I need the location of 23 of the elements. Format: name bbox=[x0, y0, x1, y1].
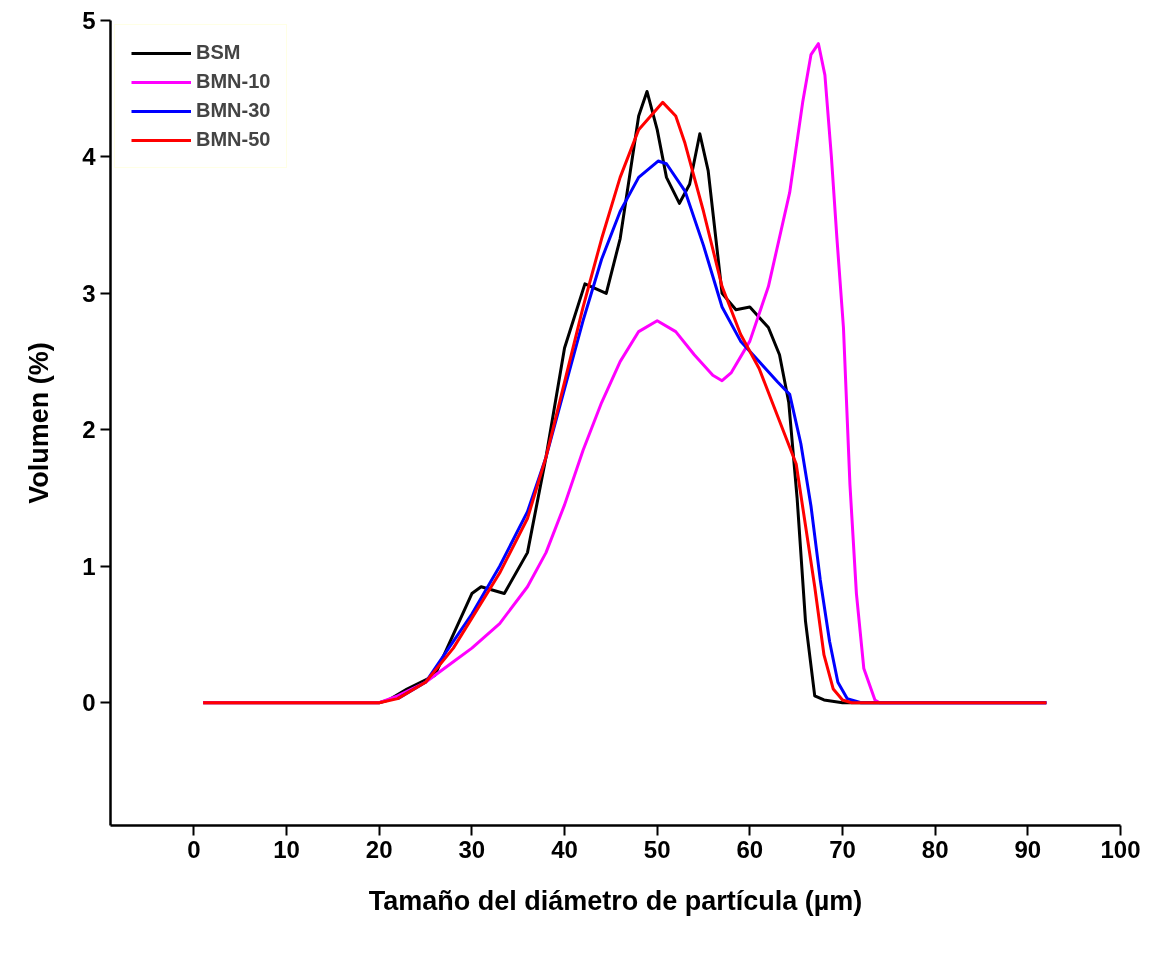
x-tick-label: 90 bbox=[1014, 835, 1042, 863]
y-tick-label: 1 bbox=[82, 552, 96, 580]
x-tick-label: 30 bbox=[458, 835, 486, 863]
legend-label: BSM bbox=[196, 41, 241, 64]
legend-label: BMN-30 bbox=[196, 99, 271, 122]
legend-label: BMN-50 bbox=[196, 128, 271, 151]
y-tick-label: 2 bbox=[82, 416, 96, 444]
x-tick-label: 0 bbox=[187, 835, 201, 863]
x-tick-label: 20 bbox=[365, 835, 393, 863]
y-axis-title: Volumen (%) bbox=[24, 342, 55, 504]
x-tick-label: 10 bbox=[273, 835, 300, 863]
y-tick-label: 5 bbox=[82, 7, 96, 34]
x-tick-label: 50 bbox=[643, 835, 671, 863]
x-tick-label: 80 bbox=[921, 835, 949, 863]
legend-label: BMN-10 bbox=[196, 70, 271, 93]
x-tick-label: 70 bbox=[829, 835, 856, 863]
y-tick-label: 3 bbox=[82, 279, 96, 307]
x-axis-title: Tamaño del diámetro de partícula (µm) bbox=[368, 885, 863, 916]
y-tick-label: 0 bbox=[82, 689, 96, 717]
x-tick-label: 40 bbox=[551, 835, 578, 863]
y-tick-label: 4 bbox=[82, 143, 97, 171]
x-tick-label: 100 bbox=[1100, 835, 1141, 863]
x-tick-label: 60 bbox=[736, 835, 764, 863]
